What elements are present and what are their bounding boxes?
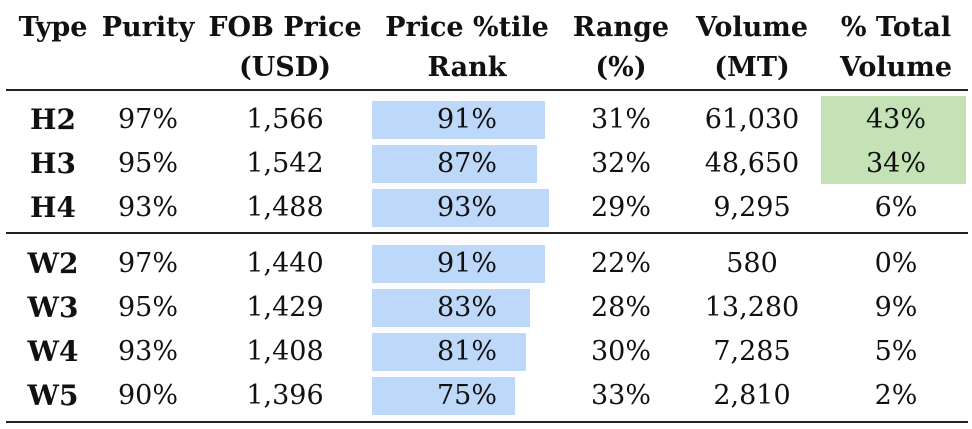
range-cell: 30% xyxy=(590,336,651,367)
type-cell: H3 xyxy=(30,147,76,180)
fob-price-cell: 1,429 xyxy=(246,292,324,323)
fob-price-cell: 1,408 xyxy=(246,336,324,367)
total-volume-cell: 0% xyxy=(874,248,918,279)
volume-cell: 61,030 xyxy=(704,104,800,135)
volume-cell: 13,280 xyxy=(704,292,800,323)
table-row: W2 97% 1,440 91% 22% 580 0% xyxy=(0,242,972,286)
price-rank-cell: 83% xyxy=(436,292,497,323)
header-price-rank: Price %tile Rank xyxy=(385,12,549,83)
top-volume-highlight xyxy=(821,96,966,184)
price-rank-bar xyxy=(372,377,515,415)
type-cell: W2 xyxy=(27,247,79,280)
price-rank-bar xyxy=(372,189,549,227)
header-volume: Volume (MT) xyxy=(695,12,809,83)
table-row: W5 90% 1,396 75% 33% 2,810 2% xyxy=(0,374,972,418)
header-purity: Purity xyxy=(101,12,195,43)
table-row: H2 97% 1,566 91% 31% 61,030 43% xyxy=(0,98,972,142)
purity-cell: 95% xyxy=(117,292,178,323)
group-divider xyxy=(6,232,968,234)
fob-price-cell: 1,488 xyxy=(246,192,324,223)
table-row: H3 95% 1,542 87% 32% 48,650 34% xyxy=(0,142,972,186)
fob-price-cell: 1,542 xyxy=(246,148,324,179)
price-rank-cell: 75% xyxy=(436,380,497,411)
volume-cell: 580 xyxy=(726,248,778,279)
table-row: W3 95% 1,429 83% 28% 13,280 9% xyxy=(0,286,972,330)
table-bottom-border xyxy=(6,421,968,423)
total-volume-cell: 5% xyxy=(874,336,918,367)
type-cell: H4 xyxy=(30,191,76,224)
price-rank-cell: 91% xyxy=(436,248,497,279)
purity-cell: 93% xyxy=(117,192,178,223)
type-cell: W5 xyxy=(27,379,79,412)
header-fob-price: FOB Price (USD) xyxy=(208,12,362,83)
header-total-volume: % Total Volume xyxy=(839,12,953,83)
price-rank-bar xyxy=(372,145,537,183)
total-volume-cell: 9% xyxy=(874,292,918,323)
total-volume-cell: 2% xyxy=(874,380,918,411)
header-divider xyxy=(6,89,968,91)
price-rank-bar xyxy=(372,333,526,371)
type-cell: H2 xyxy=(30,103,76,136)
range-cell: 33% xyxy=(590,380,651,411)
fob-price-cell: 1,440 xyxy=(246,248,324,279)
table-row: H4 93% 1,488 93% 29% 9,295 6% xyxy=(0,186,972,230)
price-rank-cell: 93% xyxy=(436,192,497,223)
header-range: Range (%) xyxy=(572,12,670,83)
price-rank-bar xyxy=(372,101,545,139)
range-cell: 28% xyxy=(590,292,651,323)
purity-cell: 97% xyxy=(117,104,178,135)
volume-cell: 48,650 xyxy=(704,148,800,179)
price-rank-cell: 91% xyxy=(436,104,497,135)
purity-cell: 90% xyxy=(117,380,178,411)
header-type: Type xyxy=(18,12,88,43)
purity-cell: 97% xyxy=(117,248,178,279)
fob-price-cell: 1,396 xyxy=(246,380,324,411)
volume-cell: 9,295 xyxy=(713,192,791,223)
purity-cell: 93% xyxy=(117,336,178,367)
range-cell: 29% xyxy=(590,192,651,223)
total-volume-cell: 34% xyxy=(865,148,926,179)
volume-cell: 7,285 xyxy=(713,336,791,367)
table-row: W4 93% 1,408 81% 30% 7,285 5% xyxy=(0,330,972,374)
price-rank-bar xyxy=(372,245,545,283)
price-rank-bar xyxy=(372,289,530,327)
volume-cell: 2,810 xyxy=(713,380,791,411)
range-cell: 32% xyxy=(590,148,651,179)
type-cell: W3 xyxy=(27,291,79,324)
fob-price-cell: 1,566 xyxy=(246,104,324,135)
range-cell: 22% xyxy=(590,248,651,279)
total-volume-cell: 43% xyxy=(865,104,926,135)
purity-cell: 95% xyxy=(117,148,178,179)
type-cell: W4 xyxy=(27,335,79,368)
price-rank-cell: 81% xyxy=(436,336,497,367)
range-cell: 31% xyxy=(590,104,651,135)
total-volume-cell: 6% xyxy=(874,192,918,223)
price-rank-cell: 87% xyxy=(436,148,497,179)
